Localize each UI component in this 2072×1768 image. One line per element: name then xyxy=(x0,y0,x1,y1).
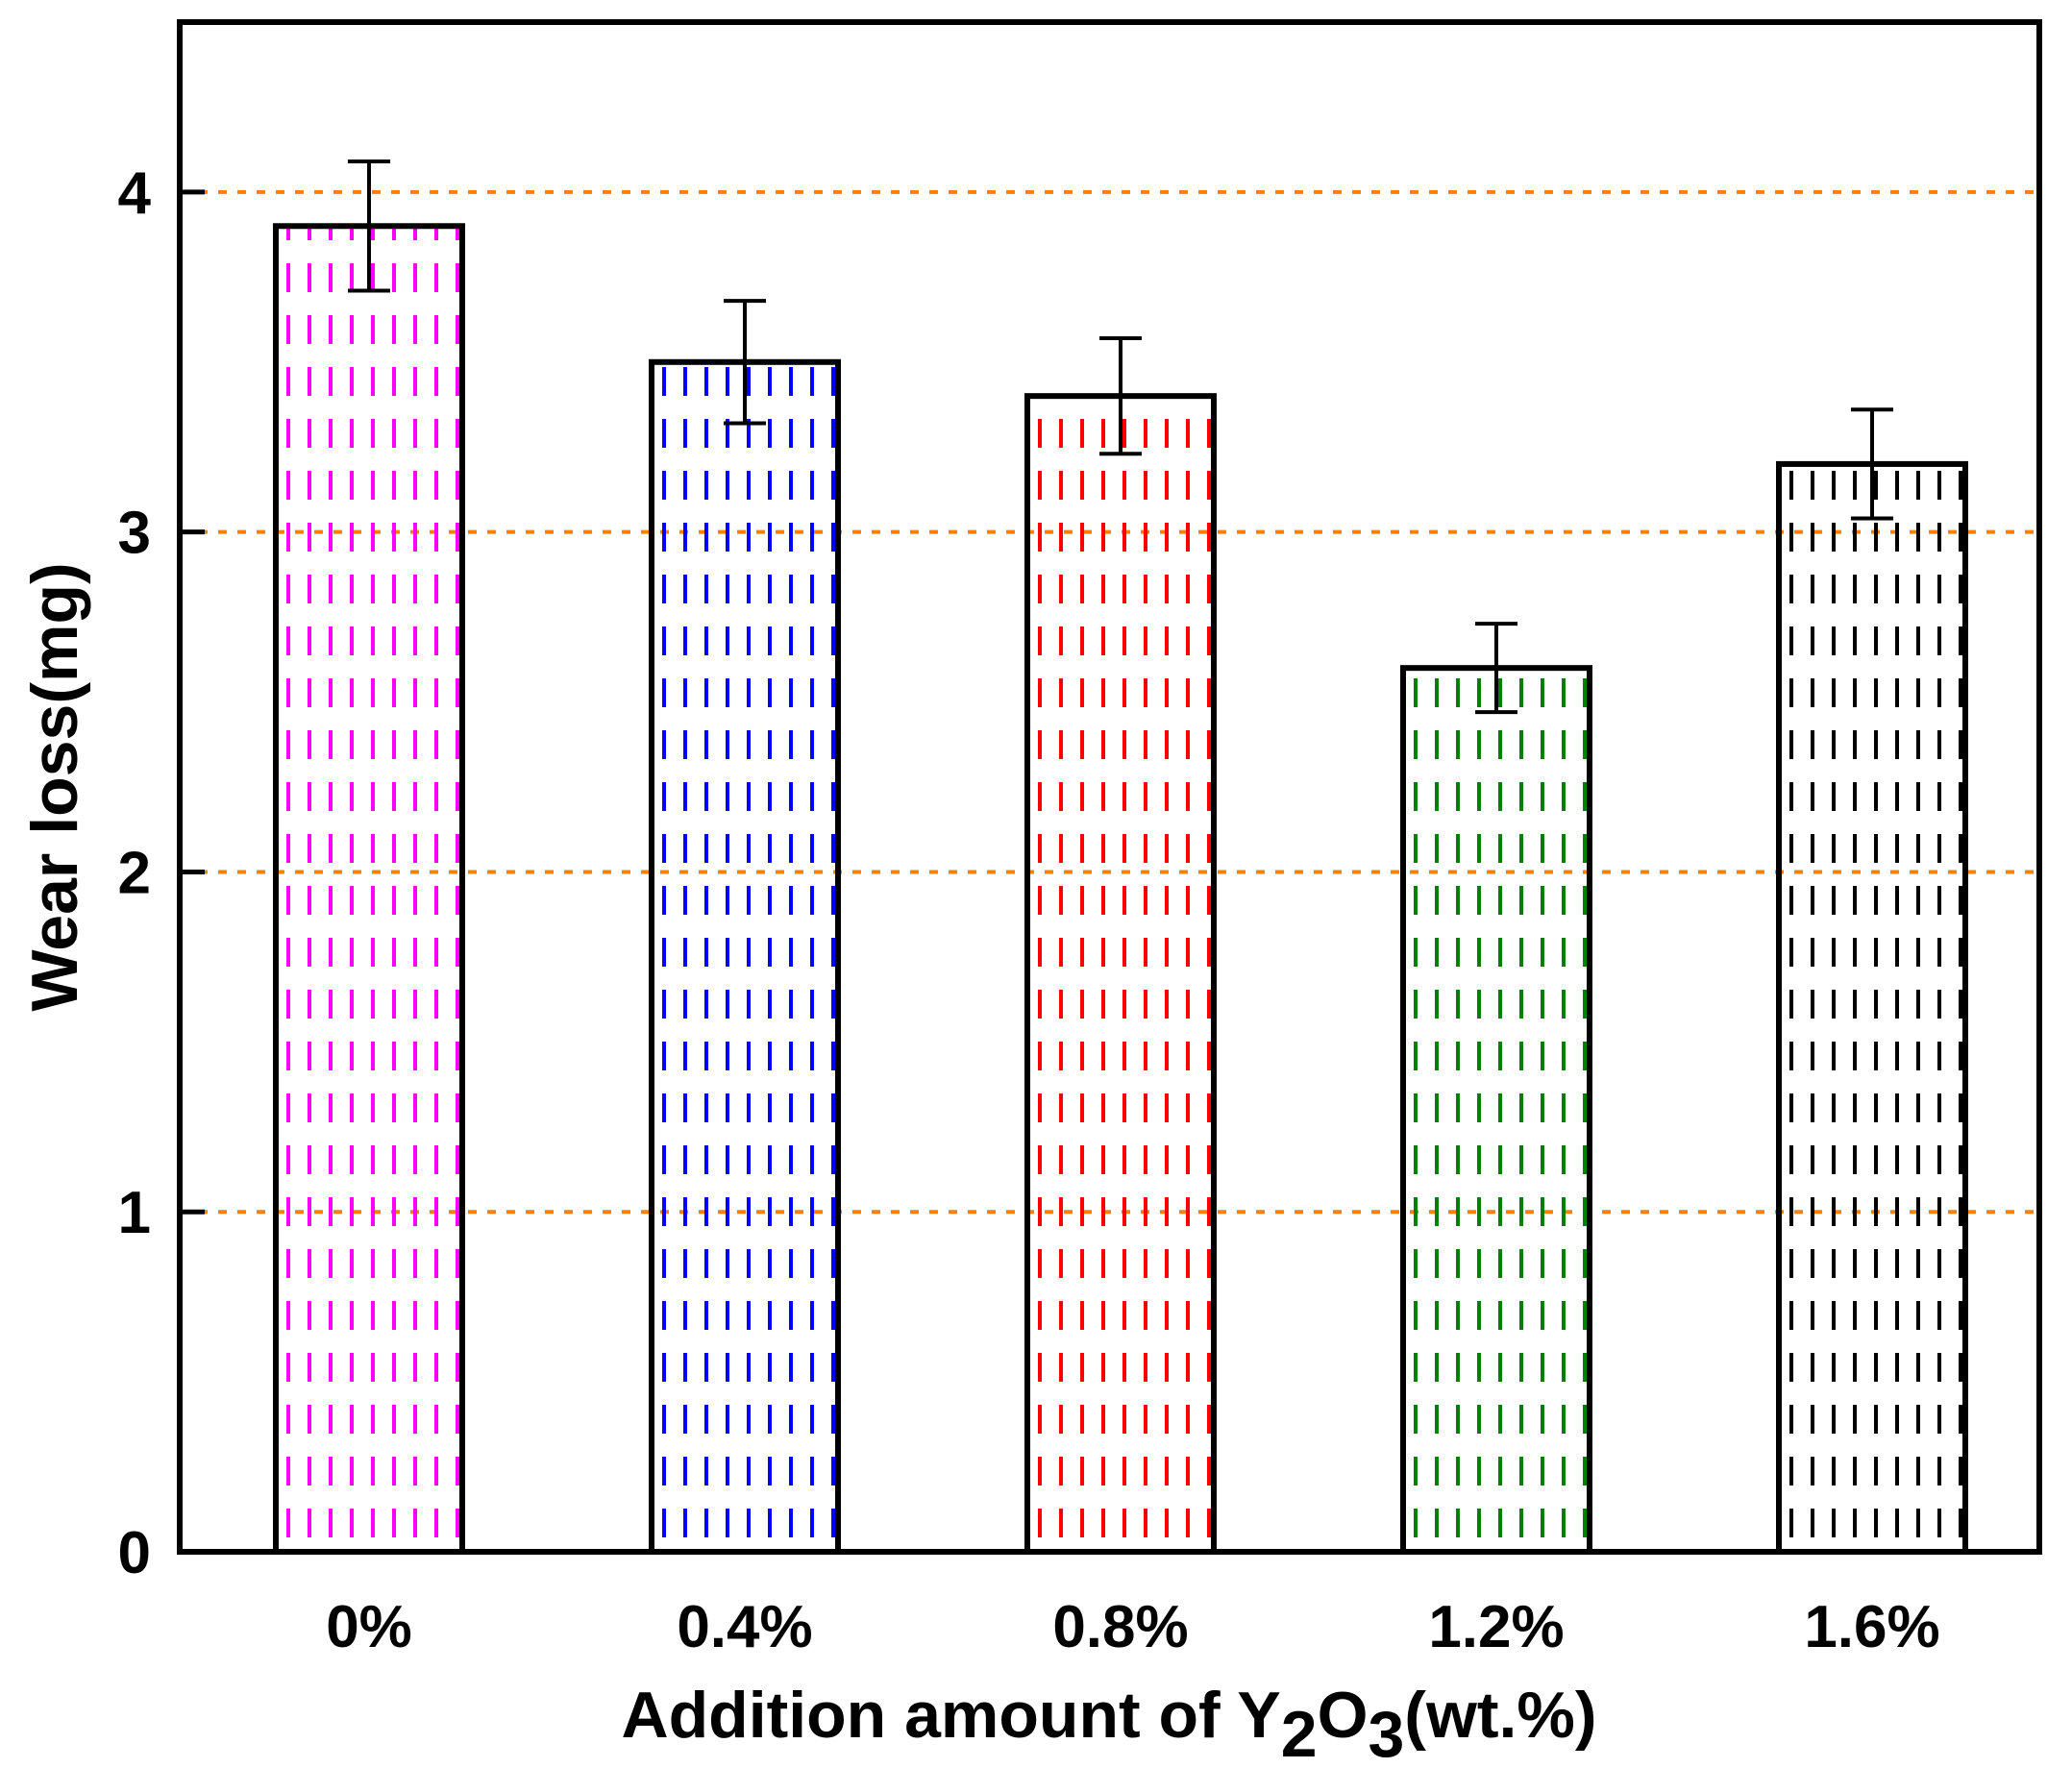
x-tick-label: 1.6% xyxy=(1804,1594,1939,1660)
bar-group xyxy=(649,299,841,1555)
axes xyxy=(177,19,2042,1555)
y-tick-label: 0 xyxy=(118,1520,151,1586)
x-axis-title-subscript-2: 3 xyxy=(1368,1698,1404,1768)
bar xyxy=(1776,460,1968,1555)
bar-group xyxy=(1776,407,1968,1555)
bar-group xyxy=(1400,622,1592,1555)
bar-group xyxy=(1024,336,1217,1556)
bar-group xyxy=(273,160,465,1555)
bar xyxy=(1024,393,1217,1556)
plot-frame xyxy=(177,19,2042,1555)
y-tick-label: 3 xyxy=(118,501,151,567)
x-tick-label: 0.4% xyxy=(677,1594,812,1660)
bar xyxy=(1400,665,1592,1555)
x-axis-title-suffix: (wt.%) xyxy=(1404,1679,1596,1752)
y-tick-label: 4 xyxy=(118,160,152,227)
y-tick-label: 1 xyxy=(118,1180,151,1246)
x-tick-label: 0.8% xyxy=(1052,1594,1188,1660)
x-tick-label: 1.2% xyxy=(1428,1594,1564,1660)
x-axis-ticks: 0% 0.4% 0.8% 1.2% 1.6% xyxy=(326,1594,1939,1660)
x-axis-title-mid: O xyxy=(1318,1679,1369,1752)
y-tick-label: 2 xyxy=(118,840,151,906)
bar xyxy=(273,223,465,1555)
x-tick-label: 0% xyxy=(326,1594,412,1660)
bar xyxy=(649,358,841,1555)
x-axis-title: Addition amount of Y2O3(wt.%) xyxy=(622,1679,1597,1768)
y-axis-ticks: 0 1 2 3 4 xyxy=(118,160,205,1586)
x-axis-title-prefix: Addition amount of Y xyxy=(622,1679,1281,1752)
y-axis-title: Wear loss(mg) xyxy=(18,562,91,1011)
bars xyxy=(273,160,1968,1556)
x-axis-title-subscript-1: 2 xyxy=(1281,1698,1318,1768)
